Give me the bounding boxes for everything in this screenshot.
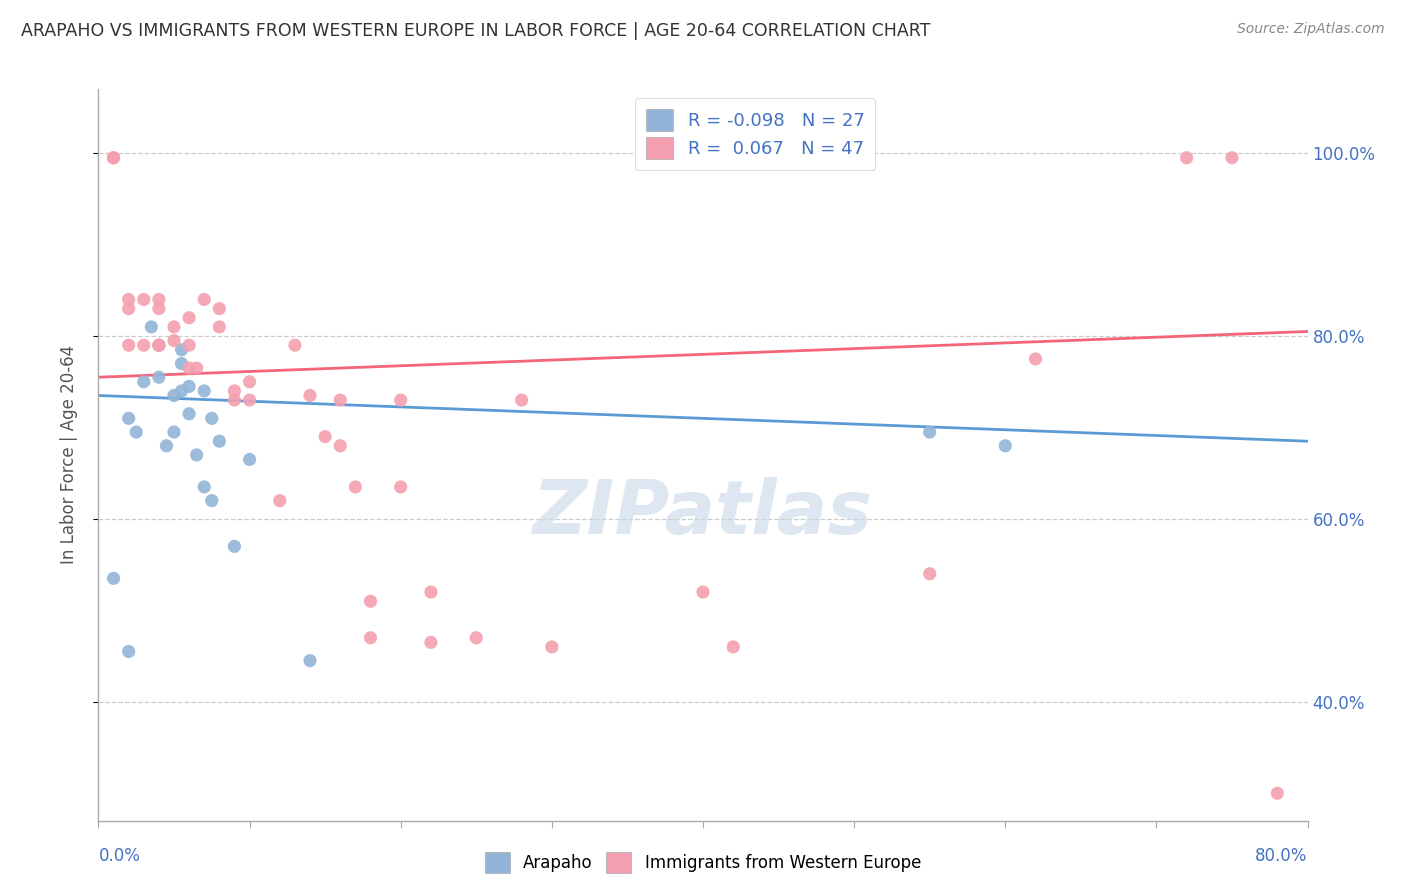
Point	[344, 480, 367, 494]
Point	[465, 631, 488, 645]
Point	[179, 379, 201, 393]
Point	[389, 392, 412, 407]
Point	[148, 293, 170, 307]
Y-axis label: In Labor Force | Age 20-64: In Labor Force | Age 20-64	[59, 345, 77, 565]
Point	[118, 293, 141, 307]
Point	[163, 320, 186, 334]
Point	[132, 293, 155, 307]
Point	[1175, 151, 1198, 165]
Point	[163, 425, 186, 439]
Point	[510, 392, 533, 407]
Point	[170, 356, 193, 371]
Point	[148, 338, 170, 352]
Point	[994, 439, 1017, 453]
Point	[163, 334, 186, 348]
Point	[193, 480, 215, 494]
Point	[148, 301, 170, 316]
Point	[201, 493, 224, 508]
Legend: Arapaho, Immigrants from Western Europe: Arapaho, Immigrants from Western Europe	[478, 846, 928, 880]
Point	[360, 594, 382, 608]
Point	[186, 448, 208, 462]
Point	[132, 338, 155, 352]
Point	[299, 654, 322, 668]
Point	[329, 439, 352, 453]
Point	[125, 425, 148, 439]
Point	[170, 384, 193, 398]
Point	[193, 293, 215, 307]
Point	[224, 392, 246, 407]
Text: 0.0%: 0.0%	[98, 847, 141, 865]
Point	[224, 384, 246, 398]
Point	[208, 434, 231, 449]
Point	[1220, 151, 1243, 165]
Point	[360, 631, 382, 645]
Point	[148, 338, 170, 352]
Point	[420, 635, 443, 649]
Text: Source: ZipAtlas.com: Source: ZipAtlas.com	[1237, 22, 1385, 37]
Point	[103, 571, 125, 585]
Point	[148, 370, 170, 384]
Point	[132, 375, 155, 389]
Point	[723, 640, 745, 654]
Point	[118, 411, 141, 425]
Point	[141, 320, 163, 334]
Text: ARAPAHO VS IMMIGRANTS FROM WESTERN EUROPE IN LABOR FORCE | AGE 20-64 CORRELATION: ARAPAHO VS IMMIGRANTS FROM WESTERN EUROP…	[21, 22, 931, 40]
Point	[1024, 351, 1046, 366]
Point	[540, 640, 562, 654]
Point	[269, 493, 291, 508]
Point	[186, 361, 208, 376]
Point	[239, 452, 262, 467]
Point	[389, 480, 412, 494]
Point	[208, 301, 231, 316]
Point	[299, 388, 322, 402]
Point	[179, 361, 201, 376]
Point	[179, 407, 201, 421]
Point	[163, 388, 186, 402]
Point	[918, 566, 941, 581]
Point	[329, 392, 352, 407]
Point	[692, 585, 714, 599]
Point	[179, 338, 201, 352]
Point	[148, 338, 170, 352]
Text: ZIPatlas: ZIPatlas	[533, 477, 873, 550]
Point	[1267, 786, 1289, 800]
Point	[118, 338, 141, 352]
Point	[918, 425, 941, 439]
Text: 80.0%: 80.0%	[1256, 847, 1308, 865]
Point	[103, 151, 125, 165]
Point	[208, 320, 231, 334]
Point	[118, 301, 141, 316]
Legend: R = -0.098   N = 27, R =  0.067   N = 47: R = -0.098 N = 27, R = 0.067 N = 47	[636, 98, 876, 170]
Point	[179, 310, 201, 325]
Point	[193, 384, 215, 398]
Point	[170, 343, 193, 357]
Point	[314, 430, 336, 444]
Point	[118, 644, 141, 658]
Point	[420, 585, 443, 599]
Point	[224, 539, 246, 553]
Point	[239, 392, 262, 407]
Point	[239, 375, 262, 389]
Point	[155, 439, 177, 453]
Point	[284, 338, 307, 352]
Point	[103, 151, 125, 165]
Point	[201, 411, 224, 425]
